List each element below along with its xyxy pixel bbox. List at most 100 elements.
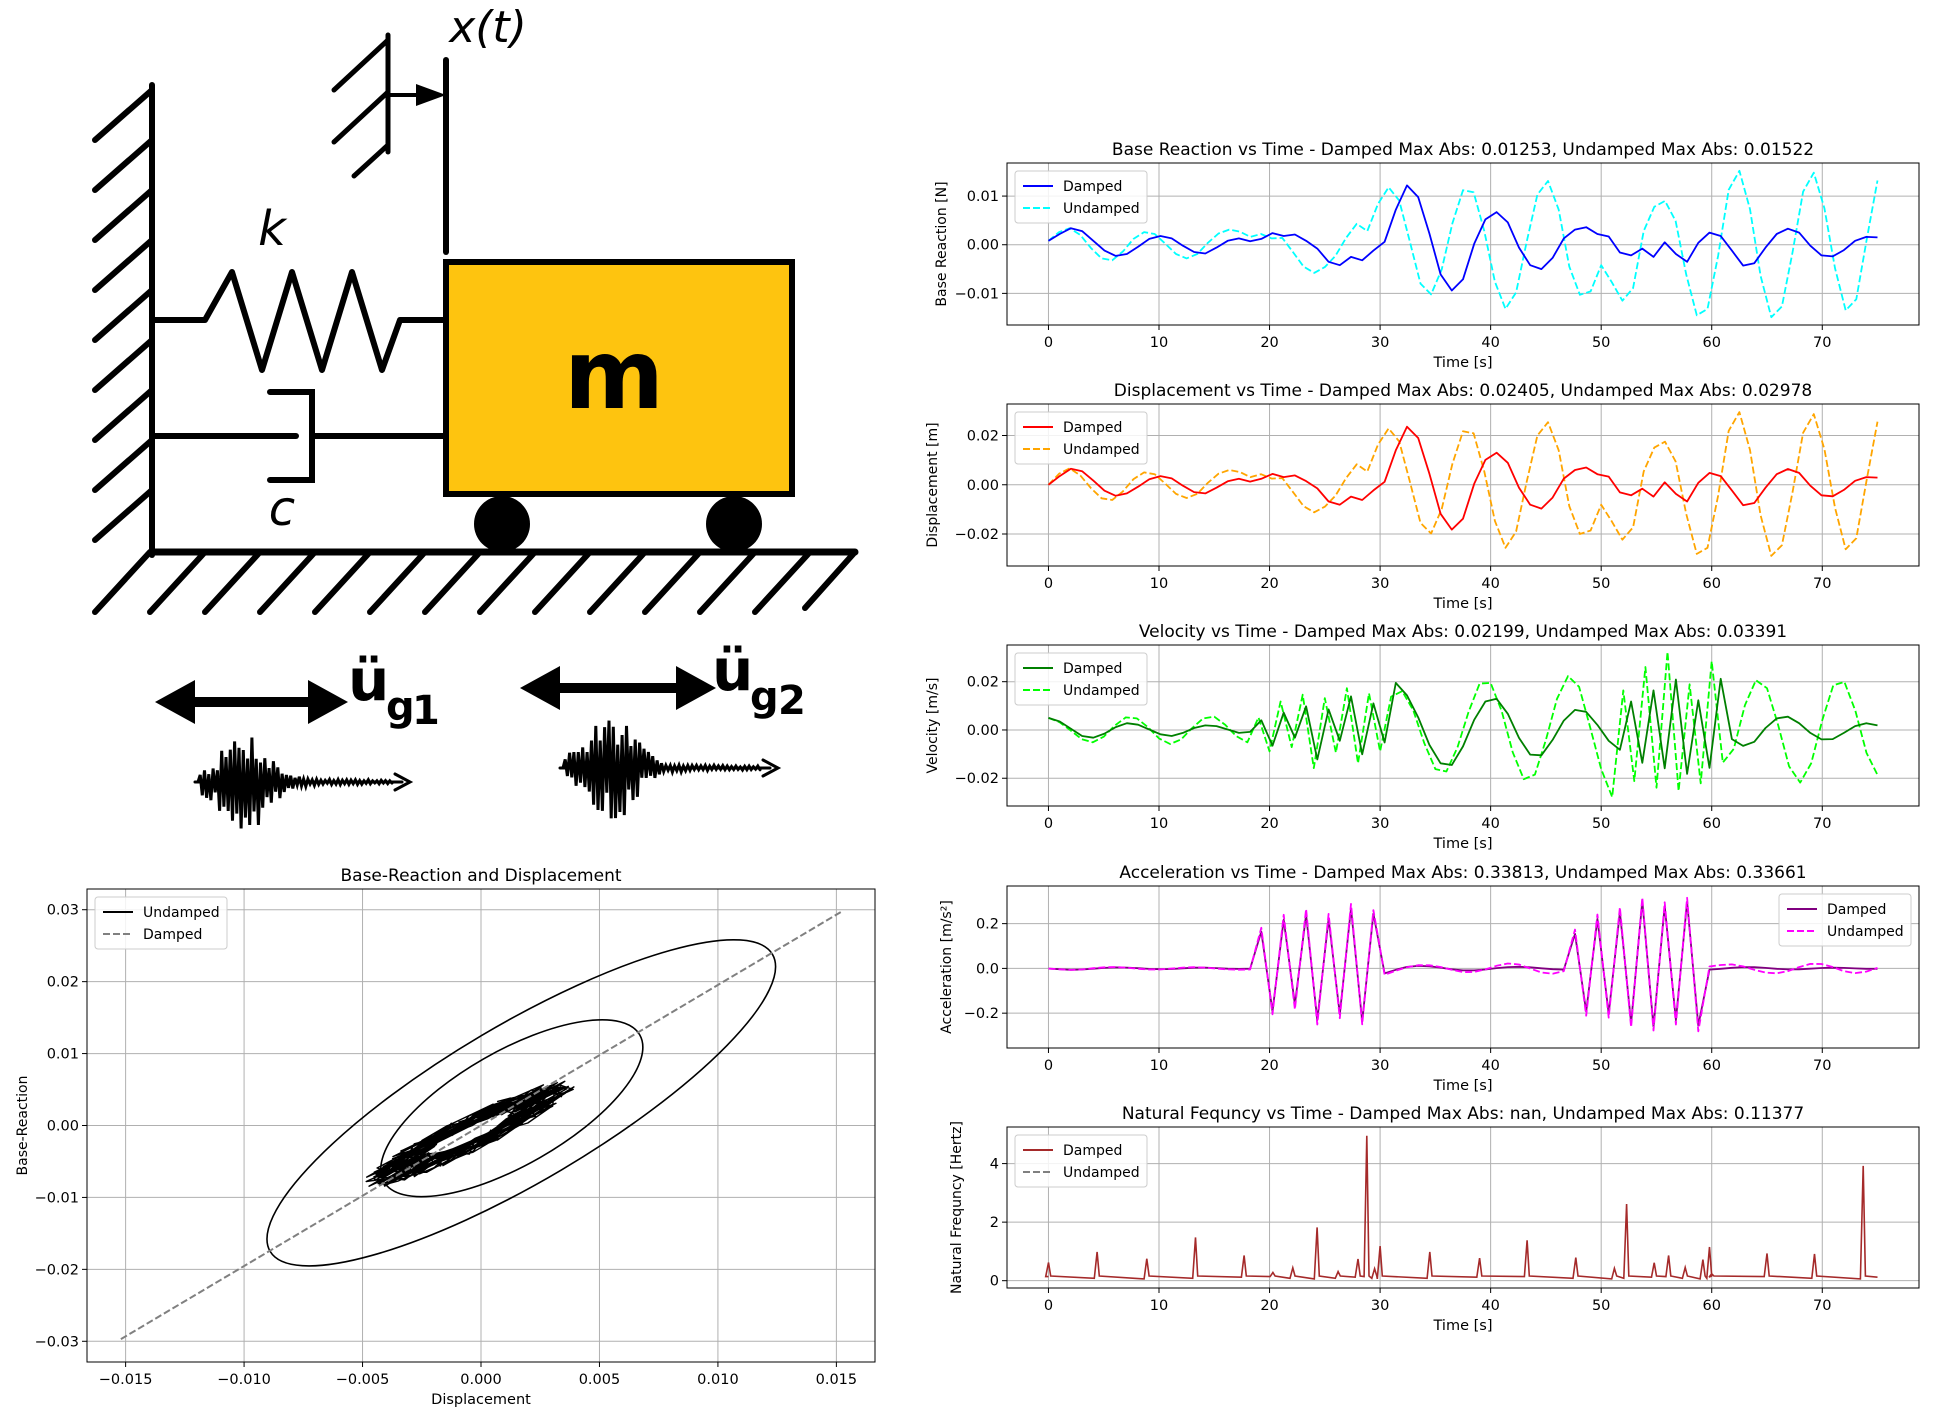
seismogram-1 xyxy=(193,737,414,829)
x-tick-label: 20 xyxy=(1260,816,1278,832)
y-tick-label: 0.01 xyxy=(47,1047,79,1063)
x-tick-label: 70 xyxy=(1813,816,1831,832)
x-tick-label: 0 xyxy=(1044,335,1053,351)
svg-text:2: 2 xyxy=(778,678,806,724)
y-axis-label: Velocity [m/s] xyxy=(925,678,941,774)
damper xyxy=(149,389,449,483)
y-axis-label: Base-Reaction xyxy=(15,1076,31,1176)
x-tick-label: 30 xyxy=(1371,335,1389,351)
svg-text:ü: ü xyxy=(348,646,389,714)
x-tick-label: −0.015 xyxy=(99,1372,153,1388)
x-tick-label: 10 xyxy=(1150,816,1168,832)
x-tick-label: 40 xyxy=(1481,816,1499,832)
x-tick-label: 70 xyxy=(1813,335,1831,351)
x-tick-label: 10 xyxy=(1150,576,1168,592)
mass-block xyxy=(443,259,795,497)
y-axis-label: Acceleration [m/s²] xyxy=(939,900,955,1034)
svg-text:1: 1 xyxy=(412,688,440,734)
legend: Undamped Damped xyxy=(94,896,228,950)
chart-title: Acceleration vs Time - Damped Max Abs: 0… xyxy=(1119,863,1806,883)
series-damped xyxy=(1044,1135,1878,1281)
y-tick-label: 0.02 xyxy=(967,429,999,445)
series-damped xyxy=(1048,900,1878,1028)
legend-label: Damped xyxy=(1063,420,1122,436)
ground-motion-arrow-2 xyxy=(520,666,716,710)
sdof-diagram xyxy=(92,32,859,829)
x-tick-label: 30 xyxy=(1371,1298,1389,1314)
displacement-label: x(t) xyxy=(447,2,527,53)
y-axis-label: Displacement [m] xyxy=(925,422,941,547)
svg-text:g: g xyxy=(386,684,415,730)
chart-natural_frequency: 0 10 20 30 40 50 60 70 0 2 4 Natural Fequncy vs Tim… xyxy=(949,1104,1920,1334)
x-tick-label: 20 xyxy=(1260,576,1278,592)
legend-label: Damped xyxy=(1063,1143,1122,1159)
y-tick-label: 2 xyxy=(990,1215,999,1231)
spring-label: k xyxy=(258,201,288,257)
legend-label: Undamped xyxy=(143,905,220,921)
x-tick-label: 0 xyxy=(1044,576,1053,592)
series-undamped xyxy=(1047,169,1879,319)
legend: Damped Undamped xyxy=(1014,170,1148,224)
series-undamped xyxy=(1047,411,1879,557)
x-tick-label: 20 xyxy=(1260,1298,1278,1314)
x-tick-label: 40 xyxy=(1481,1298,1499,1314)
x-tick-label: 40 xyxy=(1481,1058,1499,1074)
ground xyxy=(92,548,859,615)
legend-label: Undamped xyxy=(1063,683,1140,699)
series-undamped xyxy=(1048,650,1879,798)
x-tick-label: −0.010 xyxy=(217,1372,271,1388)
x-tick-label: 10 xyxy=(1150,1298,1168,1314)
series-damped xyxy=(1047,425,1878,531)
y-tick-label: −0.02 xyxy=(955,527,999,543)
legend-label: Damped xyxy=(1063,661,1122,677)
chart-title: Velocity vs Time - Damped Max Abs: 0.021… xyxy=(1139,622,1787,642)
y-tick-label: −0.03 xyxy=(35,1334,79,1350)
chart-displacement: 0 10 20 30 40 50 60 70 −0.02 0.00 0.02 Displacement… xyxy=(925,381,1920,612)
y-axis-label: Natural Frequncy [Hertz] xyxy=(949,1121,965,1294)
x-axis-label: Time [s] xyxy=(1433,596,1493,612)
y-tick-label: 0.02 xyxy=(967,675,999,691)
legend: Damped Undamped xyxy=(1014,1134,1148,1188)
legend-label: Undamped xyxy=(1827,924,1904,940)
legend-label: Damped xyxy=(1063,179,1122,195)
x-tick-label: 50 xyxy=(1592,576,1610,592)
legend-label: Damped xyxy=(143,927,202,943)
y-tick-label: 0.0 xyxy=(976,961,999,977)
x-tick-label: 0 xyxy=(1044,1058,1053,1074)
series-damped xyxy=(1048,677,1878,775)
x-tick-label: 50 xyxy=(1592,1298,1610,1314)
plot-frame xyxy=(86,888,876,1363)
mass-label: m xyxy=(564,319,664,431)
x-tick-label: 60 xyxy=(1703,816,1721,832)
svg-text:g: g xyxy=(750,674,779,720)
chart-hysteresis: −0.015 −0.010 −0.005 0.000 0.005 0.010 0.015 −0… xyxy=(15,866,876,1408)
y-tick-label: 0.00 xyxy=(967,478,999,494)
y-axis-label: Base Reaction [N] xyxy=(934,181,950,306)
chart-acceleration: 0 10 20 30 40 50 60 70 −0.2 0.0 0.2 Acceleration vs… xyxy=(939,863,1920,1094)
x-tick-label: 60 xyxy=(1703,335,1721,351)
y-tick-label: −0.2 xyxy=(964,1006,999,1022)
y-tick-label: −0.01 xyxy=(955,286,999,302)
x-axis-label: Time [s] xyxy=(1433,1078,1493,1094)
y-tick-label: −0.02 xyxy=(955,771,999,787)
wheel-left xyxy=(474,496,530,552)
y-tick-label: 0.00 xyxy=(967,238,999,254)
plot-frame xyxy=(1006,1126,1920,1289)
x-tick-label: 30 xyxy=(1371,816,1389,832)
y-tick-label: 0 xyxy=(990,1274,999,1290)
y-tick-label: −0.01 xyxy=(35,1190,79,1206)
x-tick-label: 0.000 xyxy=(460,1372,502,1388)
x-tick-label: 10 xyxy=(1150,335,1168,351)
x-tick-label: 70 xyxy=(1813,1058,1831,1074)
x-tick-label: 0 xyxy=(1044,816,1053,832)
chart-title: Displacement vs Time - Damped Max Abs: 0… xyxy=(1114,381,1812,401)
x-tick-label: 50 xyxy=(1592,816,1610,832)
chart-title: Natural Fequncy vs Time - Damped Max Abs… xyxy=(1122,1104,1804,1124)
x-tick-label: 40 xyxy=(1481,335,1499,351)
chart-title: Base Reaction vs Time - Damped Max Abs: … xyxy=(1112,140,1814,160)
wheel-right xyxy=(706,496,762,552)
legend: Damped Undamped xyxy=(1778,893,1912,947)
x-tick-label: 50 xyxy=(1592,335,1610,351)
x-tick-label: 0.015 xyxy=(816,1372,858,1388)
